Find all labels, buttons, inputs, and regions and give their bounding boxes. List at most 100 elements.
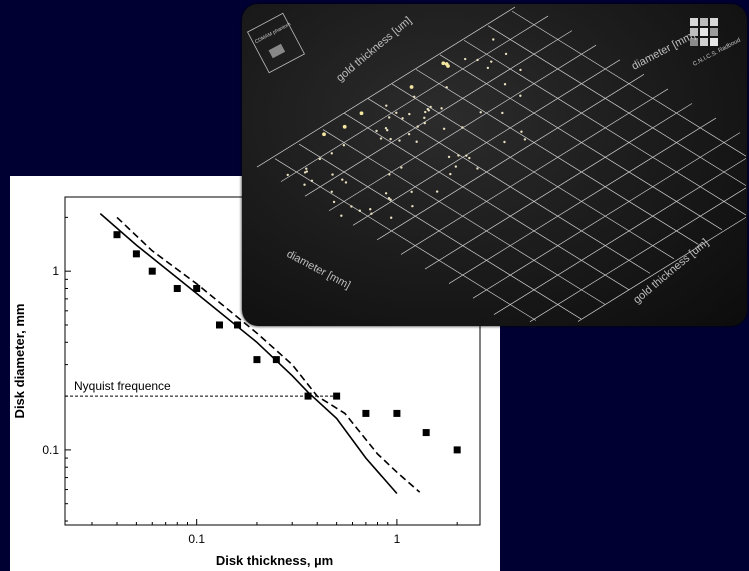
- grid-line: [367, 98, 651, 274]
- gold-disk: [426, 107, 429, 111]
- gold-disk: [415, 140, 418, 143]
- grid-line: [415, 69, 699, 245]
- gold-disk: [341, 178, 344, 181]
- contrast-detail-chart: 0.1 1 0.1 1 Disk thickness, µm Disk diameter,…: [12, 196, 481, 568]
- grid-line: [400, 88, 669, 255]
- gold-disk: [501, 111, 504, 115]
- gold-disk: [423, 116, 426, 120]
- gold-disk: [492, 38, 495, 41]
- label-gold-thickness-top: gold thickness [um]: [334, 15, 414, 85]
- gold-disk: [384, 126, 388, 130]
- grid-line: [439, 54, 723, 230]
- gold-disk: [523, 138, 527, 141]
- gold-disk: [398, 139, 401, 142]
- label-gold-thickness-right: gold thickness [um]: [631, 237, 711, 307]
- grid-line: [529, 187, 747, 323]
- gold-disk: [385, 104, 388, 107]
- gold-disk: [476, 58, 479, 62]
- data-point: [132, 250, 140, 258]
- gold-disk: [331, 173, 334, 176]
- y-tick-label: 1: [52, 264, 59, 278]
- gold-disk: [461, 126, 464, 129]
- gold-disk: [286, 173, 289, 177]
- phantom-grid: C.N.I.C.S. Radboud CDMAM phantom gold th…: [247, 6, 747, 323]
- phantom-badge-text: CDMAM phantom: [254, 21, 292, 45]
- gold-disk: [322, 132, 326, 137]
- gold-disk: [400, 166, 403, 169]
- gold-disk-dots: [286, 38, 527, 219]
- label-diameter-top-right: diameter [mm]: [630, 29, 698, 73]
- gold-disk: [408, 112, 411, 116]
- y-axis-label: Disk diameter, mm: [12, 304, 27, 419]
- solid-curve: [99, 212, 398, 495]
- gold-disk: [463, 57, 467, 61]
- phantom-logo: [690, 18, 718, 46]
- data-point: [253, 356, 261, 364]
- gold-disk: [503, 140, 506, 144]
- data-point: [453, 446, 461, 454]
- gold-disk: [305, 170, 309, 173]
- grid-line: [472, 132, 741, 299]
- gold-disk: [429, 105, 432, 109]
- grid-line: [577, 216, 747, 322]
- gold-disk: [359, 111, 364, 116]
- gold-disk: [449, 172, 452, 176]
- gold-disk: [519, 68, 522, 72]
- gold-disk: [332, 200, 336, 204]
- gold-disk: [446, 64, 450, 68]
- gold-disk: [476, 167, 479, 170]
- gold-disk: [384, 192, 388, 195]
- gold-disk: [457, 154, 460, 157]
- gold-disk: [435, 190, 439, 193]
- grid-line: [274, 158, 537, 321]
- dashed-curve: [116, 216, 421, 493]
- gold-disk: [411, 204, 414, 208]
- data-point: [333, 392, 341, 400]
- gold-disk: [410, 190, 413, 194]
- gold-disk: [424, 110, 427, 114]
- gold-disk: [342, 124, 347, 129]
- gold-disk: [342, 144, 346, 147]
- gold-disk: [447, 155, 451, 159]
- grid-line: [298, 143, 582, 320]
- gold-disk: [413, 95, 416, 98]
- gold-disk: [409, 85, 414, 89]
- label-diameter-left: diameter [mm]: [285, 248, 353, 292]
- grid-line: [322, 129, 606, 305]
- gold-disk: [330, 152, 333, 155]
- gold-disk: [454, 165, 458, 168]
- gold-disk: [503, 83, 507, 86]
- gold-disk: [423, 121, 426, 125]
- gold-disk: [520, 130, 523, 133]
- gold-disk: [465, 154, 468, 157]
- gold-disk: [490, 60, 493, 63]
- gold-disk: [369, 208, 372, 211]
- data-point: [215, 321, 223, 329]
- gold-disk: [389, 137, 392, 141]
- gold-disk: [445, 86, 448, 89]
- gold-disk: [387, 196, 391, 200]
- gold-disk: [416, 125, 419, 128]
- gold-disk: [441, 61, 446, 66]
- gold-disk: [379, 137, 383, 140]
- gold-disk: [486, 66, 490, 70]
- gold-disk: [387, 116, 391, 119]
- grid-line: [448, 117, 717, 284]
- gold-disk: [401, 117, 404, 120]
- data-point: [148, 267, 156, 275]
- gold-disk: [504, 52, 508, 56]
- gold-disk: [350, 205, 353, 208]
- data-point: [393, 409, 401, 417]
- data-point: [362, 409, 370, 417]
- diagonal-grid: [256, 6, 747, 323]
- gold-disk: [407, 132, 411, 136]
- grid-line: [256, 6, 516, 168]
- x-tick-label: 1: [394, 532, 401, 546]
- gold-disk: [388, 173, 391, 176]
- gold-disk: [370, 212, 373, 215]
- grid-line: [493, 158, 747, 315]
- grid-line: [487, 25, 747, 186]
- gold-disk: [358, 209, 362, 212]
- gold-disk: [330, 190, 333, 194]
- nyquist-label: Nyquist frequence: [74, 379, 171, 393]
